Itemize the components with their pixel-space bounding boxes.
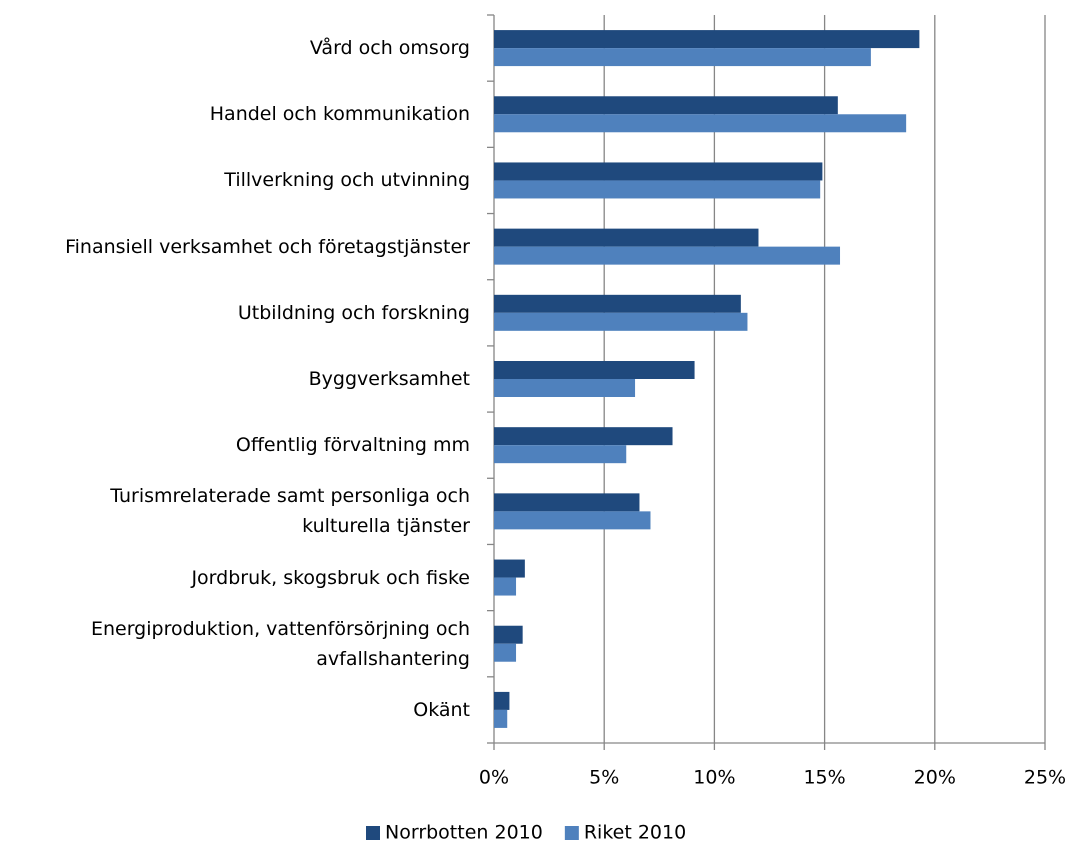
bar (494, 445, 627, 464)
y-tick-label: Utbildning och forskning (237, 301, 470, 324)
y-tick-label: Tillverkning och utvinning (224, 169, 470, 192)
y-tick-label: Jordbruk, skogsbruk och fiske (191, 566, 470, 589)
y-tick-label: Byggverksamhet (308, 368, 470, 390)
legend-swatch (366, 826, 380, 840)
y-tick-label: Energiproduktion, vattenförsörjning och … (90, 617, 470, 670)
y-tick-label: Offentlig förvaltning mm (235, 434, 470, 457)
y-tick-label: Handel och kommunikation (209, 103, 470, 126)
x-tick-label: 15% (803, 767, 845, 789)
bar (494, 180, 821, 199)
bar (494, 427, 673, 446)
bar (494, 577, 517, 596)
y-tick-label: Finansiell verksamhet och företagstjänst… (65, 235, 470, 258)
y-tick-label: Vård och omsorg (309, 37, 470, 60)
y-tick-label: Turismrelaterade samt personliga och kul… (110, 485, 470, 538)
bar (494, 643, 517, 662)
bar (494, 379, 636, 397)
x-tick-label: 25% (1024, 767, 1066, 789)
bar (494, 625, 523, 644)
bar (494, 228, 759, 247)
legend-label: Riket 2010 (584, 822, 686, 844)
bar (494, 361, 695, 379)
bar (494, 511, 651, 530)
x-tick-label: 10% (693, 767, 735, 789)
bar (494, 246, 841, 265)
x-tick-label: 0% (479, 767, 509, 789)
bar (494, 96, 838, 115)
bar (494, 162, 823, 181)
bar (494, 691, 510, 710)
x-tick-label: 5% (589, 767, 619, 789)
legend-label: Norrbotten 2010 (385, 822, 543, 844)
x-tick-label: 20% (914, 767, 956, 789)
bar (494, 709, 508, 728)
bar (494, 559, 525, 578)
bar (494, 493, 640, 512)
y-tick-label: Okänt (413, 698, 470, 721)
bar (494, 30, 920, 49)
bar (494, 312, 748, 331)
bar (494, 294, 741, 313)
bar (494, 48, 871, 67)
bar (494, 114, 907, 133)
legend-swatch (564, 826, 579, 840)
